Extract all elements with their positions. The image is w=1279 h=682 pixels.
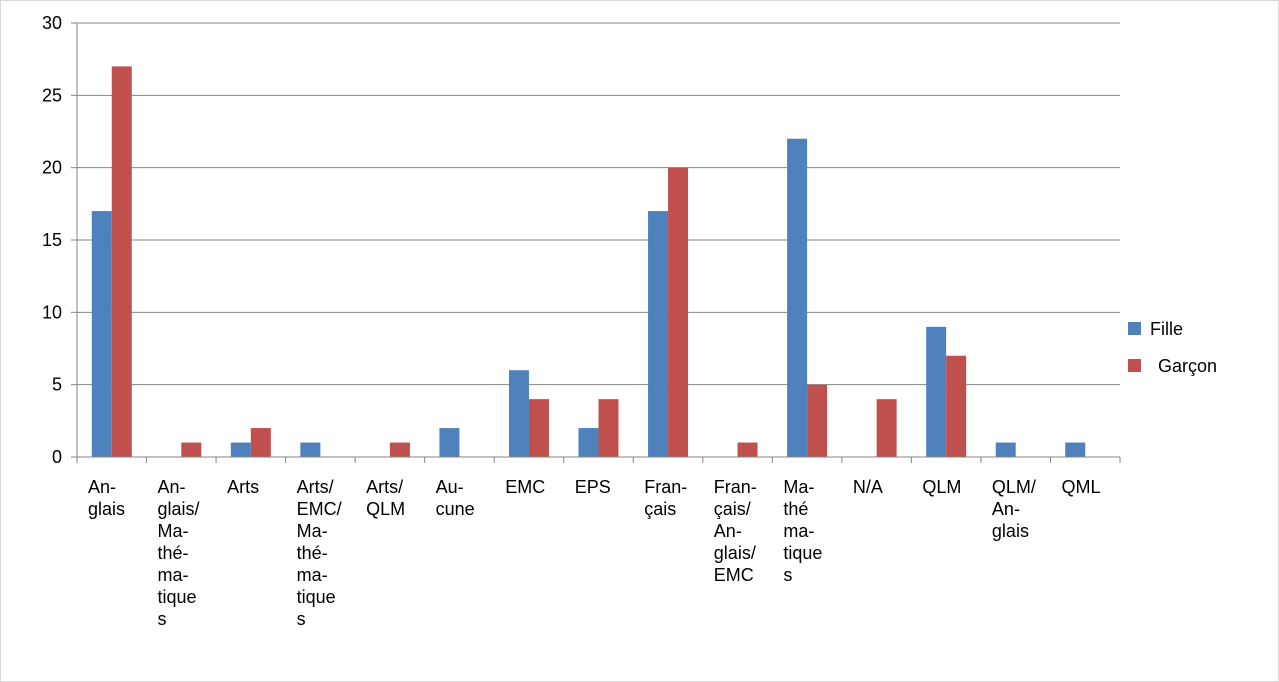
x-tick-label: Arts/QLM xyxy=(366,477,405,519)
bar-fille xyxy=(578,428,599,457)
x-tick-label: Ma-thé ma-tique s xyxy=(783,477,822,585)
x-tick-label: EPS xyxy=(575,477,611,497)
axes xyxy=(76,23,1121,463)
bar-garcon xyxy=(946,355,967,457)
bar-fille xyxy=(995,442,1016,457)
bar-garcon xyxy=(389,442,410,457)
x-tick-labels: An-glais An-glais/Ma-thé-ma-tique s Arts Art… xyxy=(88,477,1100,629)
x-tick-label: EMC xyxy=(505,477,545,497)
bar-garcon xyxy=(528,399,549,457)
x-tick-label: Fran-çais/An-glais/EMC xyxy=(714,477,757,585)
legend: Fille Garçon xyxy=(1128,319,1217,376)
y-tick-label: 25 xyxy=(42,85,62,105)
bar-fille xyxy=(439,428,460,457)
legend-swatch-garcon xyxy=(1128,359,1141,372)
bar-garcon xyxy=(250,428,271,457)
y-tick-label: 0 xyxy=(52,447,62,467)
bar-fille xyxy=(300,442,321,457)
x-tick-label: Fran-çais xyxy=(644,477,687,519)
y-tick-label: 10 xyxy=(42,302,62,322)
bar-garcon xyxy=(737,442,758,457)
y-tick-label: 20 xyxy=(42,158,62,178)
bars xyxy=(91,66,1086,458)
x-tick-label: An-glais/Ma-thé-ma-tique s xyxy=(158,477,200,629)
bar-garcon xyxy=(181,442,202,457)
legend-label-garcon: Garçon xyxy=(1158,356,1217,376)
x-tick-label: QLM/An-glais xyxy=(992,477,1036,541)
bar-fille xyxy=(230,442,251,457)
bar-fille xyxy=(926,326,947,457)
legend-swatch-fille xyxy=(1128,322,1141,335)
x-tick-label: QML xyxy=(1061,477,1100,497)
bar-fille xyxy=(648,211,669,457)
bar-fille xyxy=(508,370,529,457)
bar-garcon xyxy=(111,66,132,458)
bar-garcon xyxy=(668,167,689,457)
x-tick-label: QLM xyxy=(922,477,961,497)
bar-fille xyxy=(91,211,112,457)
x-tick-label: N/A xyxy=(853,477,883,497)
x-tick-label: Au-cune xyxy=(436,477,475,519)
bar-garcon xyxy=(807,384,828,457)
x-tick-label: Arts/EMC/Ma-thé-ma-tique s xyxy=(297,477,342,629)
y-tick-label: 5 xyxy=(52,375,62,395)
y-tick-labels: 0 5 10 15 20 25 30 xyxy=(42,13,62,467)
x-tick-label: An-glais xyxy=(88,477,125,519)
legend-label-fille: Fille xyxy=(1150,319,1183,339)
y-tick-label: 15 xyxy=(42,230,62,250)
bar-garcon xyxy=(598,399,619,457)
bar-fille xyxy=(787,138,808,457)
bar-garcon xyxy=(876,399,897,457)
y-tick-label: 30 xyxy=(42,13,62,33)
bar-fille xyxy=(1065,442,1086,457)
x-tick-label: Arts xyxy=(227,477,259,497)
